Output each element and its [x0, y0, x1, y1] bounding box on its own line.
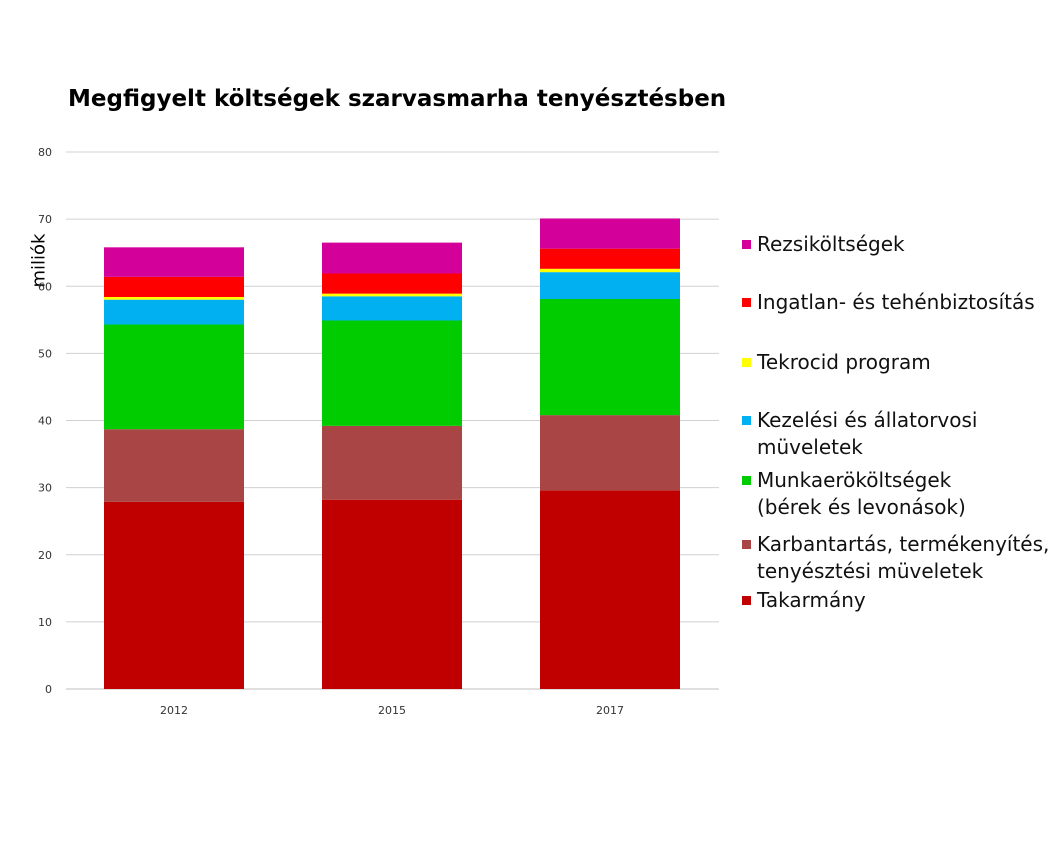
- legend-swatch: [742, 416, 751, 425]
- legend-label-line: Kezelési és állatorvosi: [757, 408, 978, 432]
- bar-segment-2017-0: [540, 490, 680, 689]
- legend-item: Tekrocid program: [742, 349, 931, 376]
- y-tick-label: 40: [38, 415, 52, 428]
- legend-label: Ingatlan- és tehénbiztosítás: [757, 289, 1035, 316]
- legend-swatch: [742, 358, 751, 367]
- bar-segment-2012-5: [104, 276, 244, 297]
- legend-swatch: [742, 596, 751, 605]
- bar-segment-2012-2: [104, 324, 244, 430]
- bar-segment-2015-0: [322, 499, 462, 689]
- legend-item: Takarmány: [742, 587, 866, 614]
- legend-label-line: Karbantartás, termékenyítés,: [757, 532, 1050, 556]
- legend-label-line: müveletek: [757, 435, 863, 459]
- bar-segment-2015-4: [322, 293, 462, 297]
- legend-label: Kezelési és állatorvosi müveletek: [757, 407, 977, 461]
- x-tick-label: 2012: [160, 704, 188, 717]
- legend-swatch: [742, 298, 751, 307]
- legend-label-line: (bérek és levonások): [757, 495, 966, 519]
- bar-segment-2015-3: [322, 296, 462, 321]
- legend-label: Karbantartás, termékenyítés, tenyésztési …: [757, 531, 1049, 585]
- y-tick-label: 70: [38, 213, 52, 226]
- chart-title: Megfigyelt költségek szarvasmarha tenyés…: [68, 86, 727, 112]
- x-tick-label: 2015: [378, 704, 406, 717]
- y-tick-label: 10: [38, 616, 52, 629]
- legend-label: Takarmány: [757, 587, 866, 614]
- y-tick-label: 50: [38, 347, 52, 360]
- bar-segment-2017-3: [540, 272, 680, 300]
- legend-label-line: tenyésztési müveletek: [757, 559, 984, 583]
- bar-segment-2015-1: [322, 425, 462, 500]
- bars: [104, 218, 680, 689]
- bar-segment-2012-3: [104, 299, 244, 325]
- bar-segment-2015-2: [322, 320, 462, 426]
- bar-segment-2012-4: [104, 296, 244, 300]
- legend-label-line: Takarmány: [757, 588, 866, 612]
- legend-label: Munkaerököltségek (bérek és levonások): [757, 467, 966, 521]
- legend-label-line: Munkaerököltségek: [757, 468, 952, 492]
- y-tick-label: 60: [38, 280, 52, 293]
- legend-item: Ingatlan- és tehénbiztosítás: [742, 289, 1035, 316]
- legend-label-line: Tekrocid program: [757, 350, 931, 374]
- legend-item: Kezelési és állatorvosi müveletek: [742, 407, 977, 461]
- x-tick-label: 2017: [596, 704, 624, 717]
- y-tick-label: 30: [38, 482, 52, 495]
- legend-swatch: [742, 476, 751, 485]
- bar-segment-2012-6: [104, 247, 244, 277]
- bar-segment-2015-6: [322, 242, 462, 274]
- legend-item: Karbantartás, termékenyítés, tenyésztési …: [742, 531, 1049, 585]
- legend-label-line: Rezsiköltségek: [757, 232, 905, 256]
- tick-labels: 0 10 20 30 40 50 60 70 80 2012 2015 2017: [38, 146, 624, 717]
- legend-swatch: [742, 540, 751, 549]
- bar-segment-2012-1: [104, 429, 244, 502]
- bar-segment-2017-4: [540, 268, 680, 273]
- legend-label-line: Ingatlan- és tehénbiztosítás: [757, 290, 1035, 314]
- bar-segment-2012-0: [104, 501, 244, 689]
- y-tick-label: 20: [38, 549, 52, 562]
- bar-segment-2017-5: [540, 248, 680, 269]
- bar-segment-2015-5: [322, 273, 462, 294]
- y-tick-label: 80: [38, 146, 52, 159]
- legend-swatch: [742, 240, 751, 249]
- bar-segment-2017-6: [540, 218, 680, 249]
- bar-segment-2017-2: [540, 299, 680, 416]
- legend-item: Rezsiköltségek: [742, 231, 905, 258]
- legend-label: Tekrocid program: [757, 349, 931, 376]
- bar-segment-2017-1: [540, 415, 680, 491]
- y-tick-label: 0: [45, 683, 52, 696]
- legend-label: Rezsiköltségek: [757, 231, 905, 258]
- legend-item: Munkaerököltségek (bérek és levonások): [742, 467, 966, 521]
